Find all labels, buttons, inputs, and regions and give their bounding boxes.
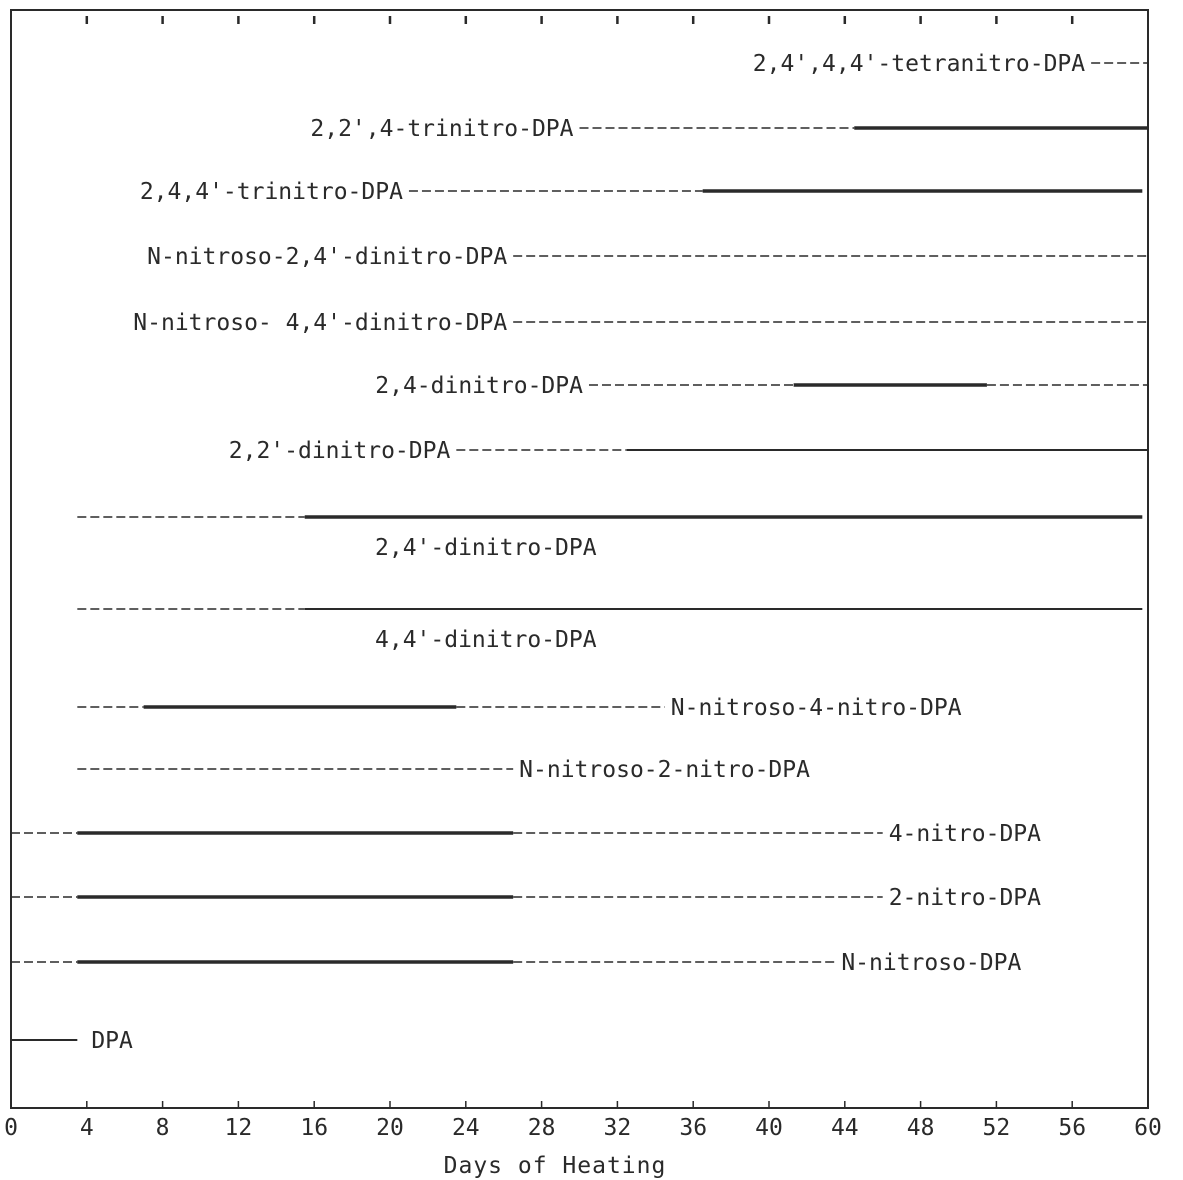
series-row: 2,2',4-trinitro-DPA: [310, 116, 1148, 142]
series-label: 2,2'-dinitro-DPA: [229, 438, 451, 464]
x-axis: 0 4 8 12 16 20 24 28 32 36 40 44 48 52 56 60: [4, 1101, 1162, 1141]
series-label: 4,4'-dinitro-DPA: [375, 627, 597, 653]
series-row: 2,4'-dinitro-DPA: [77, 515, 1143, 561]
series-row: N-nitroso-2,4'-dinitro-DPA: [147, 244, 1148, 270]
x-tick-label: 60: [1134, 1115, 1162, 1141]
x-tick-label: 24: [452, 1115, 480, 1141]
series-label: 2,4',4,4'-tetranitro-DPA: [753, 51, 1085, 77]
top-tick-marks: [85, 16, 1074, 24]
series-row: 2,2'-dinitro-DPA: [229, 438, 1148, 464]
x-tick-label: 16: [300, 1115, 328, 1141]
x-tick-label: 28: [528, 1115, 556, 1141]
x-tick-label: 52: [983, 1115, 1011, 1141]
x-tick-label: 20: [376, 1115, 404, 1141]
series-row: 4,4'-dinitro-DPA: [77, 608, 1143, 653]
series-label: N-nitroso-2,4'-dinitro-DPA: [147, 244, 507, 270]
series-row: N-nitroso-DPA: [11, 950, 1021, 976]
x-tick-label: 4: [80, 1115, 94, 1141]
x-tick-label: 8: [156, 1115, 170, 1141]
x-tick-label: 48: [907, 1115, 935, 1141]
x-tick-label: 36: [679, 1115, 707, 1141]
series-row: N-nitroso- 4,4'-dinitro-DPA: [133, 310, 1148, 336]
series-label: N-nitroso-DPA: [841, 950, 1021, 976]
x-tick-label: 40: [755, 1115, 783, 1141]
series-row: 2,4,4'-trinitro-DPA: [140, 179, 1143, 205]
x-tick-label: 44: [831, 1115, 859, 1141]
series-label: 2-nitro-DPA: [889, 885, 1041, 911]
series-row: N-nitroso-2-nitro-DPA: [77, 757, 810, 783]
series-row: 2-nitro-DPA: [11, 885, 1041, 911]
series-label: 2,4-dinitro-DPA: [375, 373, 583, 399]
series-rows: 2,4',4,4'-tetranitro-DPA 2,2',4-trinitro-…: [11, 51, 1148, 1054]
plot-frame: [10, 9, 1149, 1109]
series-label: 2,4'-dinitro-DPA: [375, 535, 597, 561]
series-label: 2,4,4'-trinitro-DPA: [140, 179, 403, 205]
series-row: DPA: [11, 1028, 133, 1054]
series-label: DPA: [91, 1028, 133, 1054]
x-tick-label: 0: [4, 1115, 18, 1141]
x-tick-label: 12: [225, 1115, 253, 1141]
x-axis-title: Days of Heating: [444, 1153, 667, 1179]
series-label: 2,2',4-trinitro-DPA: [310, 116, 573, 142]
x-tick-label: 32: [604, 1115, 632, 1141]
series-row: N-nitroso-4-nitro-DPA: [77, 695, 962, 721]
series-row: 4-nitro-DPA: [11, 821, 1041, 847]
series-row: 2,4',4,4'-tetranitro-DPA: [753, 51, 1148, 77]
x-tick-label: 56: [1058, 1115, 1086, 1141]
series-row: 2,4-dinitro-DPA: [375, 373, 1148, 399]
series-label: N-nitroso-2-nitro-DPA: [519, 757, 810, 783]
series-label: 4-nitro-DPA: [889, 821, 1041, 847]
series-label: N-nitroso- 4,4'-dinitro-DPA: [133, 310, 507, 336]
series-label: N-nitroso-4-nitro-DPA: [671, 695, 962, 721]
